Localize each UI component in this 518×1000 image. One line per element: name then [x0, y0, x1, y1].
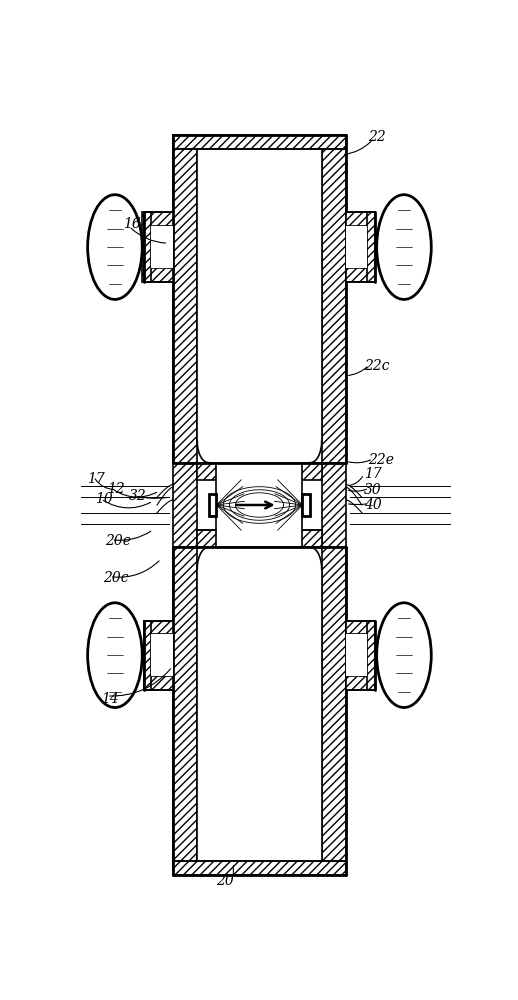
Text: 17: 17 [364, 467, 382, 481]
Bar [367, 212, 375, 282]
Text: 22e: 22e [368, 453, 394, 467]
Text: 22: 22 [368, 130, 385, 144]
Text: 22c: 22c [364, 359, 390, 373]
Bar [367, 620, 375, 690]
Bar [322, 463, 346, 547]
Bar [346, 634, 367, 676]
Bar [173, 135, 346, 149]
Bar [197, 567, 322, 861]
Bar [303, 530, 322, 547]
Text: 32: 32 [129, 489, 147, 503]
Bar [151, 226, 173, 268]
Text: 16: 16 [123, 217, 141, 231]
Text: 14: 14 [101, 692, 119, 706]
Bar [197, 463, 217, 480]
Bar [173, 861, 346, 875]
Bar [197, 530, 217, 547]
Bar [346, 212, 375, 226]
Bar [144, 212, 151, 282]
Text: 17: 17 [87, 472, 105, 486]
Text: 30: 30 [364, 483, 382, 497]
Bar [346, 226, 367, 268]
Bar [144, 620, 173, 634]
Bar [217, 480, 303, 530]
Bar [346, 268, 375, 282]
Text: 40: 40 [364, 498, 382, 512]
Bar [303, 494, 310, 516]
Text: 20e: 20e [105, 534, 131, 548]
Bar [303, 463, 322, 480]
Bar [173, 463, 197, 547]
Bar [144, 212, 173, 226]
Bar [173, 547, 197, 875]
Bar [346, 620, 375, 634]
Bar [322, 547, 346, 875]
Bar [197, 149, 322, 443]
Bar [346, 676, 375, 690]
Bar [173, 135, 197, 463]
Bar [144, 676, 173, 690]
Bar [144, 620, 151, 690]
Bar [209, 494, 217, 516]
Bar [142, 212, 151, 282]
Text: 20c: 20c [103, 571, 128, 585]
Text: 10: 10 [95, 492, 112, 506]
Text: 12: 12 [107, 482, 125, 496]
Bar [322, 135, 346, 463]
Bar [144, 268, 173, 282]
Bar [151, 634, 173, 676]
Text: 20: 20 [217, 874, 234, 888]
